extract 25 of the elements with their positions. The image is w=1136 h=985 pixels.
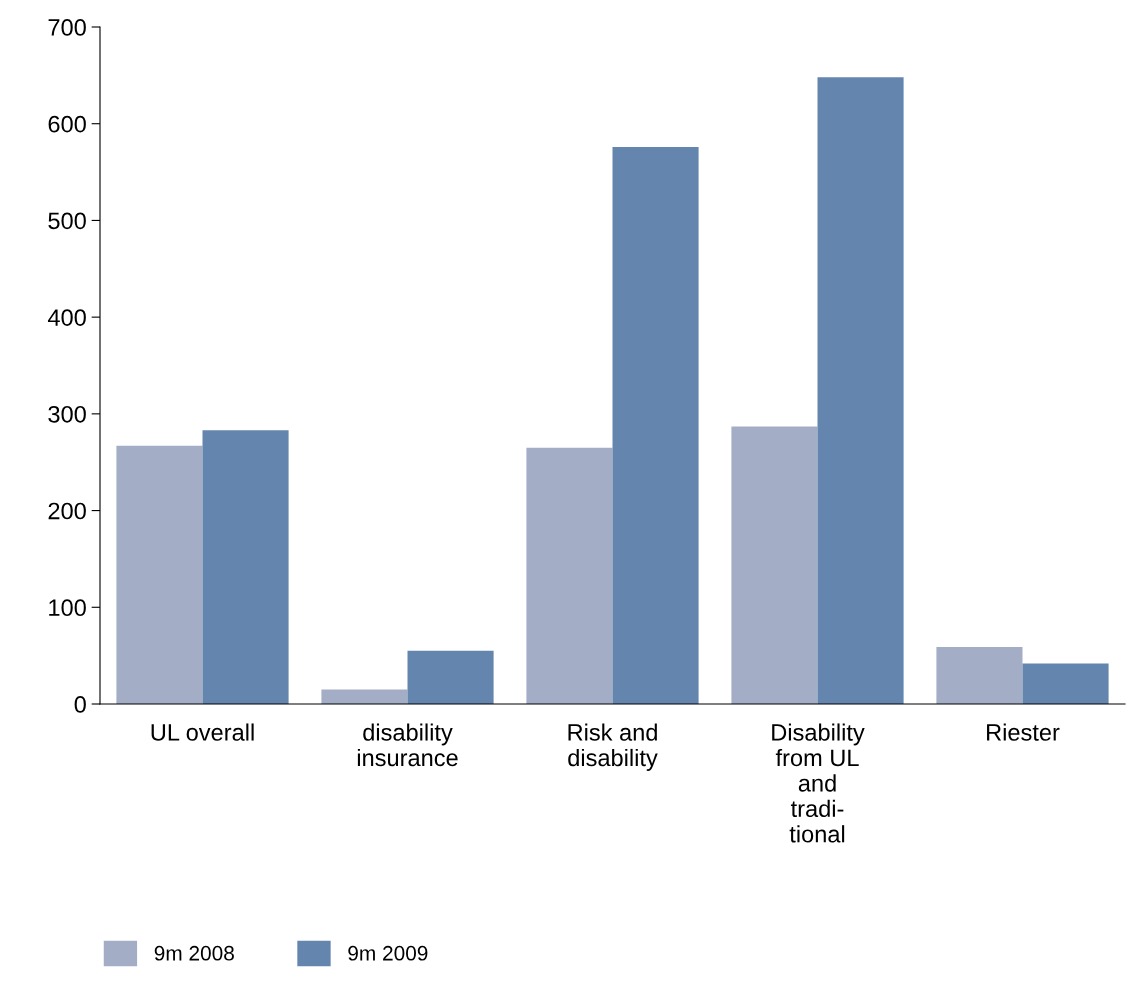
legend-label: 9m 2009 xyxy=(348,945,428,961)
bar xyxy=(202,430,289,704)
y-tick-label: 500 xyxy=(48,212,86,230)
bar xyxy=(407,650,494,704)
bar xyxy=(116,445,203,704)
bar xyxy=(817,77,904,704)
bar xyxy=(731,426,818,704)
legend-label: 9m 2008 xyxy=(154,945,234,961)
x-tick-label: UL overall xyxy=(151,723,254,741)
x-tick-label: Risk and disability xyxy=(568,723,658,771)
x-tick-label: disability insurance xyxy=(357,723,458,767)
y-tick-label: 600 xyxy=(48,115,86,133)
bar xyxy=(526,447,613,704)
x-tick-label: Disability from UL and tradi- tional xyxy=(772,723,865,843)
y-tick-label: 100 xyxy=(49,599,86,617)
bar xyxy=(1022,663,1109,704)
y-tick-label: 700 xyxy=(48,19,86,36)
bar xyxy=(612,146,699,704)
y-tick-label: 200 xyxy=(48,502,86,520)
y-tick-label: 300 xyxy=(48,405,86,423)
y-tick-label: 400 xyxy=(47,309,86,326)
bar xyxy=(321,689,408,704)
y-tick-label: 0 xyxy=(74,696,86,713)
bar xyxy=(936,646,1023,704)
x-tick-label: Riester xyxy=(987,723,1060,741)
